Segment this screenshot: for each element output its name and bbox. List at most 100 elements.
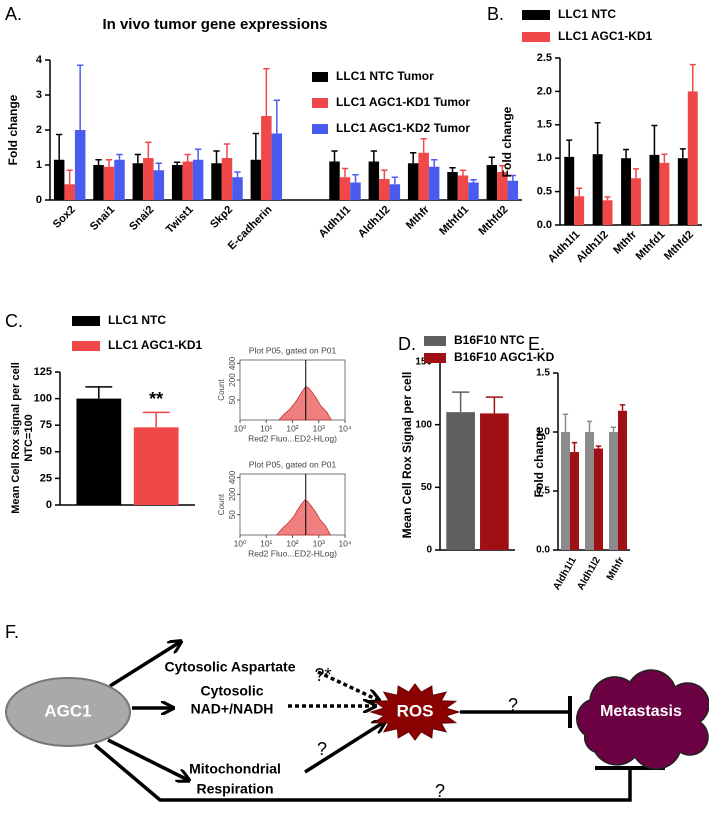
error-bar [594,122,601,155]
error-bar [488,156,495,165]
bar [93,165,104,200]
x-axis-label: Red2 Fluo...ED2-HLog) [248,548,337,558]
error-bar [155,162,162,171]
bar [594,448,603,550]
node-label: ROS [397,701,434,720]
x-tick-label: Sox2 [51,204,78,231]
panel-label: F. [5,622,19,642]
bar [618,410,627,550]
y-tick-label: 50 [228,510,237,519]
bar [368,161,380,200]
legend-swatch [522,32,550,42]
y-tick-label: 1.5 [537,119,552,131]
y-tick-label: 1.0 [536,427,550,438]
histogram-area [275,499,332,536]
bar [379,179,390,200]
bar [232,177,243,200]
histogram-area [277,385,332,421]
y-tick-label: 400 [228,470,237,484]
bar [221,158,233,200]
node-shape [576,669,709,770]
diagram: F. AGC1 Cytosolic Aspartate Cytosolic NA… [5,622,709,802]
bar [486,165,498,200]
x-tick-label: Aldh1l2 [574,229,611,266]
error-bar [184,153,191,162]
bar [507,180,519,200]
bar [574,196,585,225]
legend-label: LLC1 AGC1-KD1 [558,29,653,43]
y-tick-label: 4 [36,54,43,66]
y-tick-label: 1.5 [536,368,550,379]
x-tick-label: Mthfr [605,555,627,582]
error-bar [66,169,73,185]
y-axis-label: Count [217,493,226,515]
y-tick-label: 150 [415,357,432,368]
error-bar [632,168,639,179]
x-tick-label: Snai2 [127,204,156,233]
y-tick-label: 0 [46,499,52,511]
error-bar [571,441,578,453]
bar [132,163,144,200]
y-tick-label: 50 [421,482,433,493]
panel-label: E. [528,334,545,354]
bar [631,178,641,225]
y-tick-label: 200 [228,373,237,387]
bar [418,152,429,200]
panel-label: D. [398,334,416,354]
x-tick-label: 10⁰ [234,423,247,433]
y-tick-label: 0.0 [537,219,552,231]
bar [171,165,183,200]
error-bar [431,159,438,167]
y-axis-label: Fold change [6,94,20,165]
y-axis-label: Fold change [532,426,546,497]
bar [53,159,65,200]
x-tick-label: 10⁴ [338,423,351,433]
legend-label: LLC1 NTC [558,7,616,21]
bar [143,158,154,200]
legend-swatch [312,98,328,108]
legend-swatch [72,341,100,351]
error-bar [689,63,696,92]
bar [329,161,340,200]
arrow [109,642,180,688]
error-bar [452,391,470,413]
y-tick-label: 2 [36,124,42,136]
bar [564,156,575,225]
error-bar [95,159,102,165]
error-bar [213,150,220,164]
bar [659,162,670,225]
panel-label: B. [487,4,504,24]
legend-label: LLC1 AGC1-KD2 Tumor [336,121,470,135]
node-label: Respiration [196,781,273,797]
y-axis-label: Mean Cell Rox Signal per cell [400,372,414,539]
error-bar [509,174,516,181]
bar [114,159,125,200]
error-bar [410,152,417,164]
y-axis-label: Mean Cell Rox signal per cell [10,362,22,514]
x-tick-label: 10¹ [260,538,272,548]
node-shape [369,683,461,741]
legend-label: B16F10 AGC1-KD [454,350,555,364]
y-tick-label: 50 [228,395,237,404]
bar [74,130,86,200]
legend-swatch [72,316,100,326]
edge-label: ? [435,781,445,801]
edge-label: ? [508,695,518,715]
bar [389,184,401,200]
error-bar [604,196,611,201]
x-tick-label: Aldh1l2 [356,204,393,241]
error-bar [352,174,359,183]
error-bar [85,386,113,399]
error-bar [661,153,668,163]
x-tick-label: Mthfr [404,203,432,231]
error-bar [234,171,241,178]
y-tick-label: 1 [36,159,42,171]
panel-label: A. [5,4,22,24]
error-bar [449,167,456,172]
y-tick-label: 25 [40,472,52,484]
x-tick-label: Mthfd1 [437,204,471,238]
y-axis-label: Fold change [500,106,514,177]
error-bar [651,124,658,155]
error-bar [566,139,573,157]
y-tick-label: 2.0 [537,85,552,97]
